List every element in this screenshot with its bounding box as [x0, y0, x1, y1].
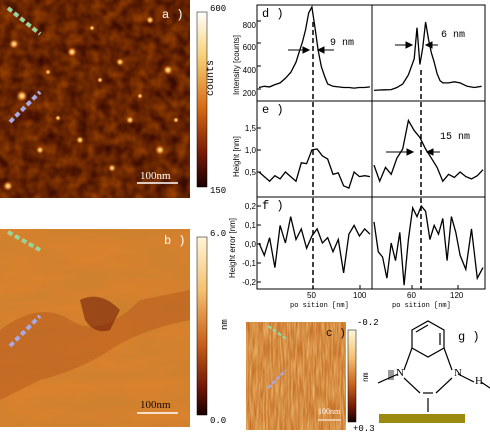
fluorescent-spot — [9, 39, 19, 49]
fluorescent-spot — [16, 90, 28, 102]
image-panel-b — [0, 229, 190, 427]
guide-line-blue — [8, 90, 42, 124]
colorbar-a-unit: counts — [206, 59, 217, 96]
ytick-label-d: 400 — [242, 66, 256, 75]
annotation-e-right: 15 nm — [440, 132, 471, 143]
atom-n2: N — [454, 367, 462, 379]
guide-line-blue — [8, 314, 42, 348]
atom-n1: N — [396, 367, 404, 379]
fluorescent-spots — [3, 16, 179, 191]
guide-line-green — [267, 324, 289, 342]
fluorescent-spot — [126, 116, 134, 124]
xlabel-right: po sition [nm] — [392, 302, 451, 310]
fwhm-arrow-d-left — [288, 46, 334, 54]
fluorescent-spot — [89, 25, 95, 31]
fluorescent-spot — [97, 77, 103, 83]
panel-letter-e: e ) — [262, 103, 284, 117]
fluorescent-spot — [36, 146, 44, 154]
ytick-label-f: -0,1 — [242, 259, 256, 268]
profile-line-d-left — [258, 5, 371, 89]
scalebar-label-b: 100nm — [140, 399, 171, 411]
ytick-label-f: 0,1 — [244, 221, 256, 230]
fluorescent-spot — [3, 181, 13, 191]
panel-letter-d: d ) — [262, 7, 284, 21]
colorbar-b-min: 0.0 — [210, 416, 227, 426]
annotation-d-right: 6 nm — [441, 30, 466, 41]
xtick-right-2: 120 — [450, 291, 464, 300]
xtick-right-1: 60 — [407, 291, 416, 300]
guide-line-green — [6, 6, 42, 36]
fluorescent-spot — [155, 145, 165, 155]
panel-letter-g: g ) — [458, 330, 480, 344]
annotation-d-left: 9 nm — [330, 38, 355, 49]
ytick-label-d: 200 — [242, 89, 256, 98]
molecule-structure — [377, 320, 490, 412]
fluorescent-spot — [137, 93, 143, 99]
ytick-label-e: 1,0 — [244, 146, 256, 155]
image-panel-c — [246, 322, 346, 430]
ytick-label-f: 0,2 — [244, 202, 256, 211]
ytick-label-f: 0,0 — [244, 240, 256, 249]
scalebar-label-a: 100nm — [140, 170, 171, 182]
fluorescent-spot — [116, 58, 124, 66]
colorbar-a-min: 150 — [210, 186, 227, 196]
colorbar-b — [196, 236, 208, 416]
ylabel-f: Height error [nm] — [228, 217, 237, 278]
fwhm-arrow-d-right — [395, 41, 438, 49]
fluorescent-spot — [108, 164, 116, 172]
fluorescent-spot — [173, 117, 179, 123]
ytick-label-e: 1,5 — [244, 124, 256, 133]
ytick-label-e: 0,5 — [244, 168, 256, 177]
fluorescent-spot — [163, 65, 173, 75]
fluorescent-spot — [55, 115, 61, 121]
image-panel-a — [0, 0, 190, 198]
colorbar-c-unit: nm — [362, 372, 371, 382]
colorbar-a — [196, 11, 208, 188]
panel-letter-a: a ) — [162, 8, 184, 22]
ytick-label-d: 600 — [242, 43, 256, 52]
colorbar-b-max: 6.0 — [210, 229, 227, 239]
fluorescent-spot — [76, 136, 84, 144]
colorbar-c-min: +0.3 — [353, 424, 375, 434]
profile-plots — [256, 4, 486, 290]
xtick-left-2: 100 — [353, 291, 367, 300]
surface-symbol — [388, 370, 394, 380]
colorbar-a-max: 600 — [210, 4, 227, 14]
xtick-left-1: 50 — [307, 291, 316, 300]
atom-h: H — [475, 375, 483, 387]
profile-line-d-right — [373, 21, 482, 92]
panel-letter-b: b ) — [164, 234, 186, 248]
fluorescent-spot — [67, 47, 77, 57]
xlabel-left: po sition [nm] — [290, 302, 349, 310]
scalebar-label-c: 100nm — [318, 407, 341, 416]
profile-line-e-right — [373, 118, 484, 184]
fluorescent-spot — [45, 69, 51, 75]
panel-letter-c: c ) — [326, 328, 346, 340]
profile-line-f-left — [258, 216, 371, 274]
ytick-label-f: -0,2 — [242, 278, 256, 287]
substrate-bar — [379, 414, 465, 423]
panel-letter-f: f ) — [262, 199, 284, 213]
profile-line-f-right — [373, 204, 484, 286]
colorbar-c — [347, 329, 357, 423]
fluorescent-spot — [146, 16, 154, 24]
guide-line-green — [7, 230, 41, 252]
profile-line-e-left — [258, 148, 371, 189]
ytick-label-d: 800 — [242, 21, 256, 30]
colorbar-c-max: -0.2 — [357, 318, 379, 328]
guide-line-blue — [267, 369, 287, 389]
fwhm-arrow-e-right — [386, 148, 440, 156]
colorbar-b-unit: nm — [220, 319, 230, 330]
